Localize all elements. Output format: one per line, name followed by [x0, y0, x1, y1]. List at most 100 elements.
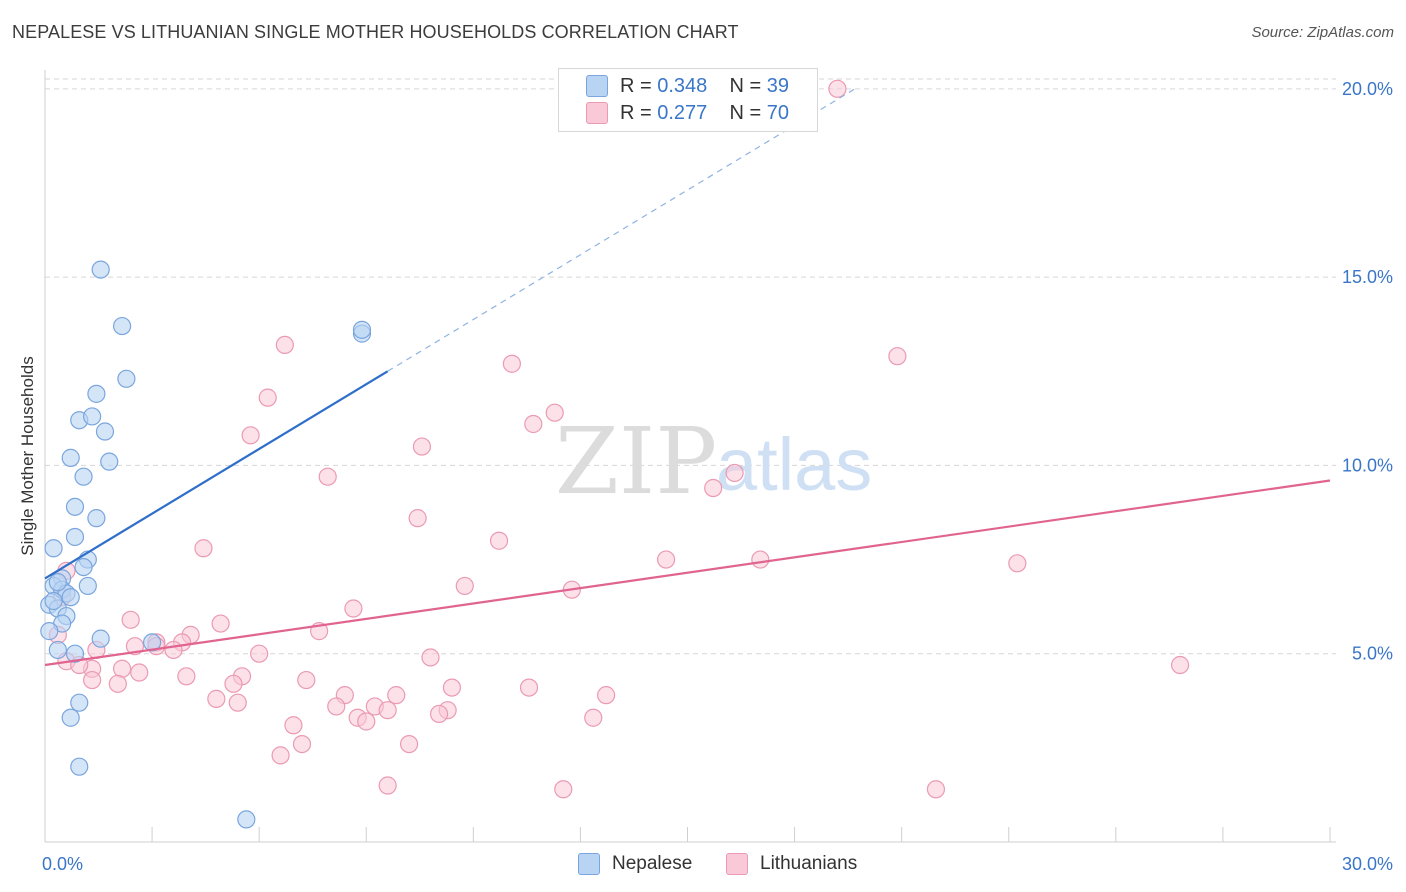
lithuanian-point [524, 414, 543, 434]
lithuanian-swatch [586, 102, 608, 124]
lithuanian-point [399, 734, 419, 754]
axes [44, 70, 1336, 843]
lithuanian-point [194, 539, 213, 558]
lithuanian-point [545, 403, 564, 422]
n-value: 70 [766, 101, 790, 124]
lithuanian-point [224, 674, 243, 693]
n-value: 39 [766, 74, 790, 97]
nepalese-point [74, 557, 93, 577]
y-tick-label: 10.0% [1342, 455, 1393, 475]
watermark-atlas: atlas [716, 423, 872, 506]
lithuanian-point [1170, 655, 1190, 675]
lithuanian-point [926, 780, 946, 799]
lithuanian-point [489, 531, 509, 550]
lithuanian-point [271, 746, 290, 765]
lithuanian-point [828, 79, 847, 98]
nepalese-point [87, 509, 106, 528]
watermark: ZIP atlas [555, 408, 872, 515]
source-label: Source: ZipAtlas.com [1251, 24, 1394, 41]
lithuanian-point [408, 509, 427, 528]
lithuanian-point [112, 659, 132, 678]
nepalese-point [61, 708, 80, 727]
nepalese-point [112, 316, 132, 336]
lithuanian-point [207, 689, 226, 708]
lithuanian-point [378, 701, 397, 720]
lithuanian-point [656, 550, 676, 569]
trend-lines [44, 88, 1331, 667]
lithuanian-point [292, 734, 312, 754]
nepalese-swatch [586, 75, 608, 97]
lithuanian-point [554, 780, 573, 799]
legend-item-nepalese[interactable]: Nepalese [578, 851, 692, 877]
y-tick-label: 20.0% [1342, 79, 1393, 99]
nepalese-point [44, 591, 63, 611]
legend-label-nepalese: Nepalese [612, 853, 693, 874]
nepalese-point [48, 573, 67, 592]
lithuanian-point [378, 776, 397, 795]
nepalese-point [65, 644, 85, 663]
lithuanian-point [725, 463, 744, 483]
r-value: 0.348 [657, 74, 708, 97]
lithuanian-point [297, 670, 316, 690]
nepalese-swatch [578, 853, 600, 875]
lithuanian-point [519, 678, 539, 697]
x-tick-label: 0.0% [42, 854, 83, 874]
nepalese-point [44, 539, 63, 558]
lithuanian-point [704, 478, 723, 498]
nepalese-point [83, 407, 102, 426]
nepalese-point [61, 448, 80, 467]
nepalese-point [142, 633, 162, 652]
lithuanian-point [284, 716, 303, 735]
lithuanian-point [344, 599, 363, 618]
r-value: 0.277 [657, 101, 708, 124]
nepalese-trend-extension [387, 88, 855, 372]
lithuanian-point [421, 648, 440, 667]
lithuanian-point [275, 335, 294, 355]
watermark-zip: ZIP [555, 408, 717, 515]
lithuanian-point [228, 693, 247, 712]
legend-item-lithuanians[interactable]: Lithuanians [726, 851, 857, 877]
lithuanian-trend-line [44, 479, 1331, 667]
lithuanian-point [429, 704, 449, 724]
nepalese-point [100, 452, 119, 471]
n-label: N = [729, 74, 767, 97]
lithuanian-point [258, 388, 277, 407]
correlation-legend: R = 0.348 N = 39 R = 0.277 N = 70 [558, 68, 818, 132]
nepalese-point [48, 640, 67, 660]
lithuanian-point [1008, 554, 1027, 573]
series-legend: Nepalese Lithuanians [0, 851, 1406, 879]
y-tick-label: 15.0% [1342, 267, 1393, 287]
nepalese-points [40, 260, 372, 829]
lithuanian-swatch [726, 853, 748, 875]
nepalese-point [40, 622, 59, 641]
nepalese-point [87, 384, 106, 403]
nepalese-point [61, 588, 80, 607]
lithuanian-point [412, 437, 432, 456]
lithuanian-point [318, 467, 337, 486]
lithuanian-point [108, 674, 127, 693]
nepalese-point [352, 320, 372, 339]
nepalese-point [117, 369, 136, 388]
r-label: R = [620, 101, 658, 124]
lithuanian-point [455, 576, 474, 596]
lithuanian-point [130, 663, 149, 682]
lithuanian-point [502, 354, 521, 373]
lithuanian-point [83, 670, 102, 690]
nepalese-point [95, 422, 115, 441]
lithuanian-point [584, 708, 603, 727]
lithuanian-point [442, 678, 462, 697]
y-tick-label: 5.0% [1352, 644, 1393, 664]
lithuanian-point [211, 614, 230, 633]
lithuanian-point [241, 426, 260, 445]
n-label: N = [729, 101, 767, 124]
lithuanian-point [751, 550, 770, 569]
nepalese-point [91, 629, 110, 648]
tick-labels: 5.0% 10.0% 15.0% 20.0% 0.0% 30.0% [42, 79, 1393, 874]
nepalese-point [65, 527, 85, 547]
nepalese-point [74, 467, 93, 486]
legend-label-lithuanians: Lithuanians [760, 853, 858, 874]
chart-title: NEPALESE VS LITHUANIAN SINGLE MOTHER HOU… [12, 22, 739, 42]
x-tick-label: 30.0% [1342, 854, 1393, 874]
nepalese-trend-line [44, 370, 389, 580]
